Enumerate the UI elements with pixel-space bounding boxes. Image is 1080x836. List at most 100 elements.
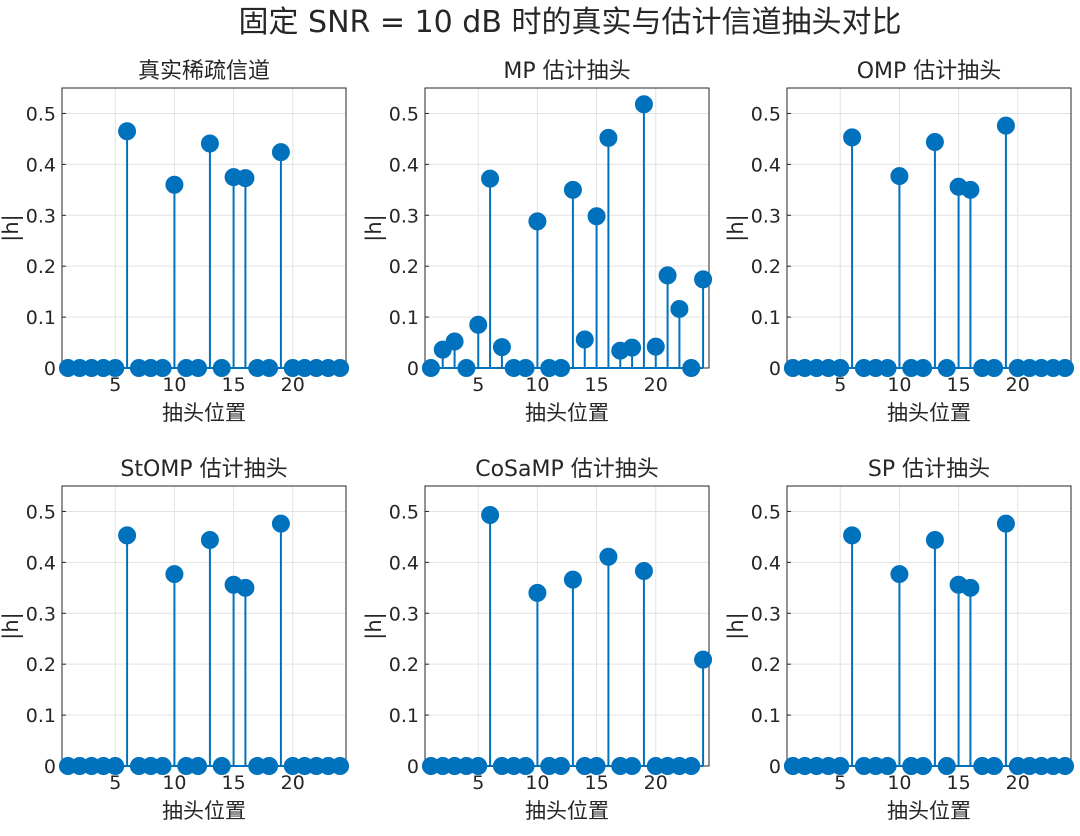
stem-marker <box>212 359 231 377</box>
x-tick-label: 20 <box>281 374 305 396</box>
stem-marker <box>552 757 571 775</box>
stem-marker <box>481 506 500 525</box>
y-tick-label: 0.2 <box>751 256 781 278</box>
stem-marker <box>118 526 137 545</box>
stem-marker <box>445 332 464 351</box>
x-tick-label: 10 <box>162 374 186 396</box>
y-tick-label: 0.3 <box>26 205 56 227</box>
y-tick-label: 0.2 <box>26 654 56 676</box>
y-tick-label: 0.5 <box>26 501 56 523</box>
axes-box <box>61 485 347 767</box>
y-tick-label: 0 <box>44 358 56 380</box>
stem-marker <box>331 757 350 775</box>
axes-box <box>786 485 1072 767</box>
stem-marker <box>469 757 488 775</box>
x-tick-label: 15 <box>946 772 970 794</box>
y-tick-label: 0.1 <box>26 705 56 727</box>
stem-marker <box>925 530 944 549</box>
x-tick-label: 20 <box>281 772 305 794</box>
stem-marker <box>961 578 980 597</box>
stem-marker <box>212 757 231 775</box>
y-tick-label: 0 <box>407 756 419 778</box>
stem-marker <box>189 359 208 377</box>
stem-marker <box>106 359 125 377</box>
y-axis-label: |h| <box>0 612 24 639</box>
stem-marker <box>189 757 208 775</box>
x-tick-label: 20 <box>1006 772 1030 794</box>
stem-marker <box>260 757 279 775</box>
stem-marker <box>646 337 665 356</box>
stem-marker <box>985 359 1004 377</box>
stem-marker <box>421 359 440 377</box>
stem-marker <box>937 359 956 377</box>
y-tick-label: 0.5 <box>751 103 781 125</box>
y-tick-label: 0.3 <box>26 603 56 625</box>
x-axis-label: 抽头位置 <box>162 799 246 823</box>
stem-marker <box>996 116 1015 135</box>
x-tick-label: 20 <box>644 374 668 396</box>
x-tick-label: 5 <box>109 374 121 396</box>
x-axis-label: 抽头位置 <box>887 401 971 425</box>
stem-marker <box>552 359 571 377</box>
stem-marker <box>331 359 350 377</box>
stem-marker <box>106 757 125 775</box>
y-axis-label: |h| <box>0 214 24 241</box>
y-tick-label: 0.4 <box>26 154 56 176</box>
stem-marker <box>694 270 713 289</box>
stem-marker <box>1056 757 1075 775</box>
y-tick-label: 0.2 <box>389 256 419 278</box>
stem-marker <box>682 757 701 775</box>
y-tick-label: 0.2 <box>751 654 781 676</box>
stem-marker <box>890 565 909 584</box>
stem-marker <box>516 757 535 775</box>
y-tick-label: 0.5 <box>389 501 419 523</box>
subplot-title: SP 估计抽头 <box>868 457 990 482</box>
stem-marker <box>694 650 713 669</box>
stem-marker <box>236 578 255 597</box>
stem-marker <box>831 757 850 775</box>
y-axis-label: |h| <box>362 612 387 639</box>
y-tick-label: 0.2 <box>389 654 419 676</box>
subplot-title: CoSaMP 估计抽头 <box>475 457 659 482</box>
y-tick-label: 0.1 <box>389 705 419 727</box>
stem-marker <box>153 757 172 775</box>
y-tick-label: 0.4 <box>389 154 419 176</box>
y-tick-label: 0.5 <box>389 103 419 125</box>
y-tick-label: 0.4 <box>751 154 781 176</box>
y-tick-label: 0.5 <box>26 103 56 125</box>
y-tick-label: 0 <box>44 756 56 778</box>
stem-marker <box>843 526 862 545</box>
stem-marker <box>878 757 897 775</box>
x-axis-label: 抽头位置 <box>525 799 609 823</box>
y-tick-label: 0.3 <box>751 603 781 625</box>
subplot-title: StOMP 估计抽头 <box>120 457 287 482</box>
y-tick-label: 0.3 <box>751 205 781 227</box>
axes-box <box>786 87 1072 369</box>
x-axis-label: 抽头位置 <box>887 799 971 823</box>
stem-marker <box>236 169 255 188</box>
x-tick-label: 10 <box>887 374 911 396</box>
stem-marker <box>961 180 980 199</box>
x-tick-label: 15 <box>584 374 608 396</box>
subplot-title: 真实稀疏信道 <box>138 59 270 84</box>
stem-marker <box>587 757 606 775</box>
x-axis-label: 抽头位置 <box>162 401 246 425</box>
stem-marker <box>271 514 290 533</box>
x-tick-label: 10 <box>525 374 549 396</box>
subplot-title: MP 估计抽头 <box>503 59 630 84</box>
figure-title: 固定 SNR = 10 dB 时的真实与估计信道抽头对比 <box>239 5 902 40</box>
y-tick-label: 0 <box>407 358 419 380</box>
stem-marker <box>481 169 500 188</box>
stem-marker <box>996 514 1015 533</box>
axes-box <box>424 87 710 369</box>
y-tick-label: 0.4 <box>389 552 419 574</box>
x-tick-label: 15 <box>584 772 608 794</box>
stem-marker <box>937 757 956 775</box>
y-tick-label: 0.4 <box>26 552 56 574</box>
y-axis-label: |h| <box>362 214 387 241</box>
stem-marker <box>670 299 689 318</box>
